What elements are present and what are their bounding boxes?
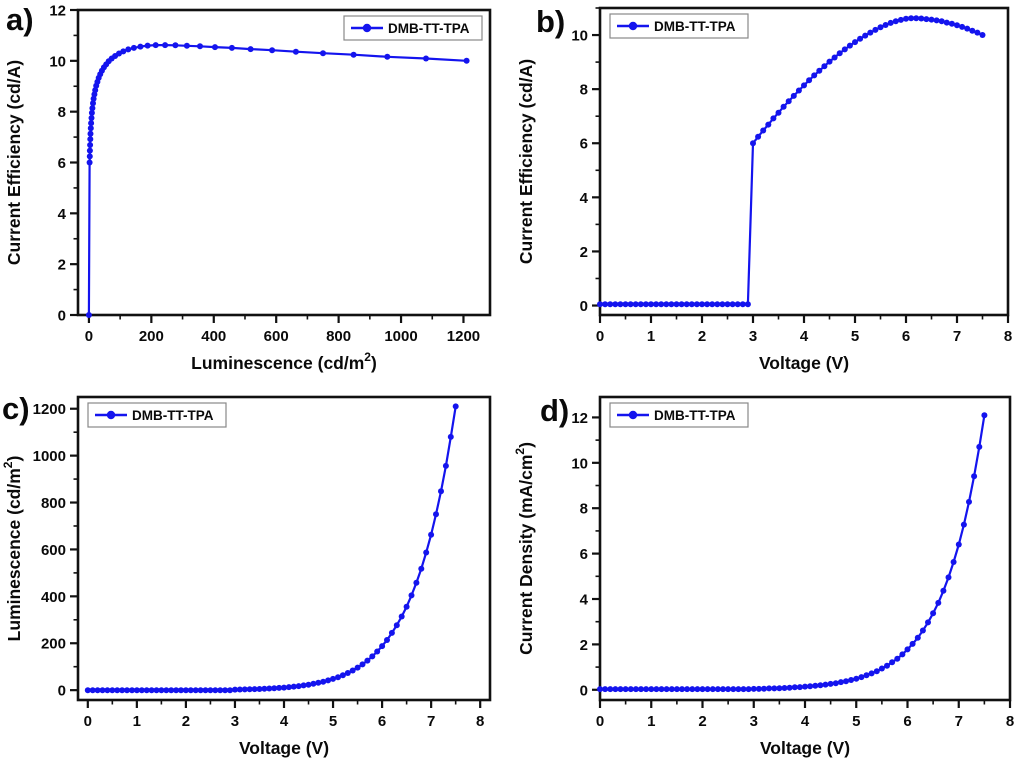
panel-a: a) 0 200 400 600 800 1000 1200 0 2 4 6 8 10 12 Lumines… <box>0 0 512 383</box>
svg-text:10: 10 <box>571 455 588 472</box>
svg-text:6: 6 <box>58 155 66 172</box>
svg-text:800: 800 <box>326 328 351 345</box>
svg-text:Luminescence (cd/m2): Luminescence (cd/m2) <box>1 456 24 642</box>
svg-text:Voltage (V): Voltage (V) <box>239 738 329 758</box>
svg-text:7: 7 <box>427 713 435 730</box>
svg-text:5: 5 <box>852 713 860 730</box>
svg-text:8: 8 <box>58 104 66 121</box>
svg-text:6: 6 <box>580 546 588 563</box>
panel-b: b) 0 1 2 3 4 5 6 7 8 0 2 4 6 8 10 Voltage (V) Current Ef… <box>512 0 1024 383</box>
svg-text:6: 6 <box>903 713 911 730</box>
svg-text:2: 2 <box>698 713 706 730</box>
chart-a-efficiency-vs-luminescence: 0 200 400 600 800 1000 1200 0 2 4 6 8 10 12 Luminescen… <box>4 3 492 373</box>
svg-text:4: 4 <box>58 206 67 223</box>
svg-text:200: 200 <box>41 636 66 653</box>
chart-c-luminescence-vs-voltage: 0 1 2 3 4 5 6 7 8 0 200 400 600 800 1000 1200 Voltage (V… <box>1 395 492 758</box>
svg-text:8: 8 <box>1004 328 1012 345</box>
svg-text:8: 8 <box>580 501 588 518</box>
svg-text:4: 4 <box>580 592 589 609</box>
svg-text:6: 6 <box>378 713 386 730</box>
svg-text:12: 12 <box>49 3 66 20</box>
svg-text:1: 1 <box>647 328 655 345</box>
svg-text:2: 2 <box>182 713 190 730</box>
chart-b-efficiency-vs-voltage: 0 1 2 3 4 5 6 7 8 0 2 4 6 8 10 Voltage (V) Current Effic… <box>516 6 1012 373</box>
svg-text:Luminescence (cd/m2): Luminescence (cd/m2) <box>191 350 377 373</box>
panel-c-letter: c) <box>2 391 30 426</box>
svg-text:DMB-TT-TPA: DMB-TT-TPA <box>654 19 736 34</box>
svg-text:4: 4 <box>280 713 289 730</box>
svg-text:0: 0 <box>85 328 93 345</box>
svg-text:10: 10 <box>571 28 588 45</box>
svg-text:Current Density (mA/cm2): Current Density (mA/cm2) <box>513 442 536 655</box>
svg-text:DMB-TT-TPA: DMB-TT-TPA <box>388 21 470 36</box>
svg-text:1000: 1000 <box>33 448 66 465</box>
svg-text:5: 5 <box>851 328 859 345</box>
svg-text:4: 4 <box>801 713 810 730</box>
panel-c: c) 0 1 2 3 4 5 6 7 8 0 200 400 600 800 1000 1200 Voltage… <box>0 383 512 766</box>
svg-text:1000: 1000 <box>384 328 417 345</box>
svg-text:3: 3 <box>231 713 239 730</box>
svg-text:8: 8 <box>1006 713 1014 730</box>
svg-text:1: 1 <box>133 713 141 730</box>
svg-text:Voltage (V): Voltage (V) <box>759 353 849 373</box>
panel-d: d) 0 1 2 3 4 5 6 7 8 0 2 4 6 8 10 12 Voltage (V) Current … <box>512 383 1024 766</box>
svg-text:1: 1 <box>647 713 655 730</box>
svg-text:4: 4 <box>580 190 589 207</box>
svg-text:800: 800 <box>41 495 66 512</box>
svg-text:0: 0 <box>84 713 92 730</box>
panel-a-letter: a) <box>6 2 34 37</box>
svg-text:8: 8 <box>580 82 588 99</box>
svg-text:1200: 1200 <box>447 328 480 345</box>
svg-text:12: 12 <box>571 410 588 427</box>
svg-text:0: 0 <box>596 713 604 730</box>
svg-text:7: 7 <box>953 328 961 345</box>
svg-text:2: 2 <box>580 637 588 654</box>
svg-text:0: 0 <box>580 682 588 699</box>
svg-text:0: 0 <box>58 683 66 700</box>
svg-text:5: 5 <box>329 713 337 730</box>
svg-text:2: 2 <box>58 257 66 274</box>
svg-text:2: 2 <box>580 244 588 261</box>
svg-text:0: 0 <box>58 308 66 325</box>
svg-text:4: 4 <box>800 328 809 345</box>
svg-text:Current Efficiency (cd/A): Current Efficiency (cd/A) <box>516 59 536 264</box>
svg-text:Current Efficiency (cd/A): Current Efficiency (cd/A) <box>4 60 24 265</box>
panel-d-letter: d) <box>540 393 570 428</box>
svg-text:600: 600 <box>264 328 289 345</box>
svg-text:0: 0 <box>580 298 588 315</box>
svg-text:3: 3 <box>749 328 757 345</box>
svg-text:8: 8 <box>476 713 484 730</box>
svg-text:6: 6 <box>580 136 588 153</box>
svg-text:DMB-TT-TPA: DMB-TT-TPA <box>132 408 214 423</box>
svg-text:Voltage (V): Voltage (V) <box>760 738 850 758</box>
svg-text:10: 10 <box>49 53 66 70</box>
panel-b-letter: b) <box>536 4 566 39</box>
svg-text:1200: 1200 <box>33 401 66 418</box>
svg-text:400: 400 <box>41 589 66 606</box>
svg-text:2: 2 <box>698 328 706 345</box>
svg-text:6: 6 <box>902 328 910 345</box>
svg-text:0: 0 <box>596 328 604 345</box>
svg-text:DMB-TT-TPA: DMB-TT-TPA <box>654 408 736 423</box>
svg-text:3: 3 <box>750 713 758 730</box>
svg-text:200: 200 <box>139 328 164 345</box>
svg-text:600: 600 <box>41 542 66 559</box>
svg-text:7: 7 <box>955 713 963 730</box>
svg-text:400: 400 <box>201 328 226 345</box>
